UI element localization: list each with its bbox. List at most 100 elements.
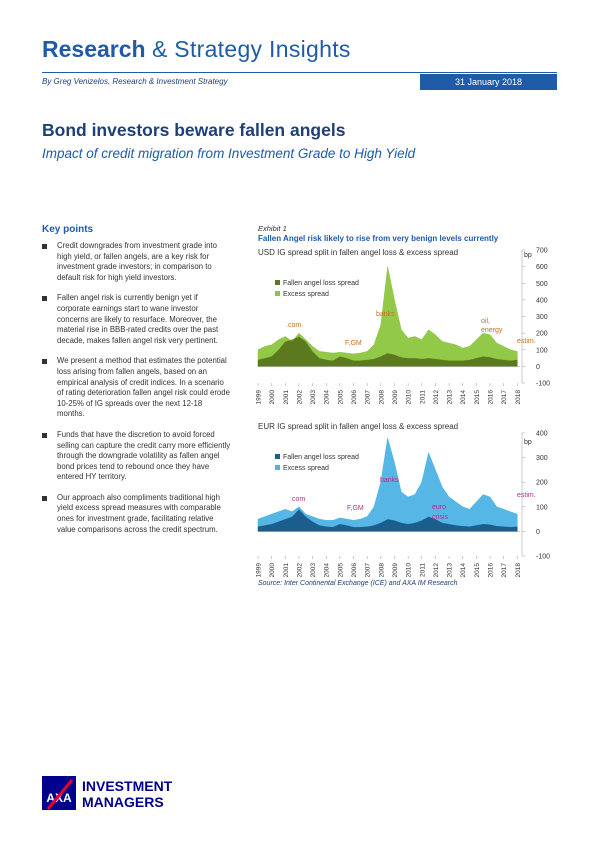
y-tick-label: 100 (536, 504, 548, 511)
key-point: Our approach also compliments traditiona… (42, 493, 232, 535)
y-tick-label: 500 (536, 281, 548, 288)
legend-swatch (275, 280, 280, 285)
x-tick-label: 2008 (378, 390, 385, 405)
y-tick-label: 0 (536, 529, 540, 536)
x-tick-label: 2003 (310, 390, 317, 405)
annotation: euro (432, 504, 446, 511)
legend-label: Excess spread (283, 465, 329, 472)
legend-swatch (275, 465, 280, 470)
subtitle: Impact of credit migration from Investme… (42, 146, 416, 161)
y-tick-label: 100 (536, 347, 548, 354)
x-tick-label: 2012 (433, 390, 440, 405)
y-tick-label: 200 (536, 480, 548, 487)
x-tick-label: 2001 (283, 563, 290, 578)
y-unit: bp (524, 439, 532, 446)
y-tick-label: 400 (536, 297, 548, 304)
y-tick-label: 0 (536, 364, 540, 371)
x-tick-label: 2014 (460, 390, 467, 405)
x-tick-label: 2012 (433, 563, 440, 578)
header-rule (42, 72, 557, 73)
x-tick-label: 2006 (351, 390, 358, 405)
x-tick-label: 2015 (474, 390, 481, 405)
x-tick-label: 2014 (460, 563, 467, 578)
x-tick-label: 2013 (447, 563, 454, 578)
annotation: crisis (432, 514, 448, 521)
x-tick-label: 2005 (337, 563, 344, 578)
y-tick-label: 200 (536, 331, 548, 338)
x-tick-label: 2008 (378, 563, 385, 578)
chart-title: EUR IG spread split in fallen angel loss… (258, 422, 458, 431)
logo-slash (46, 779, 74, 810)
exhibit-label: Exhibit 1 (258, 224, 287, 233)
x-tick-label: 1999 (256, 563, 263, 578)
y-unit: bp (524, 252, 532, 259)
annotation: banks (380, 477, 399, 484)
annotation: estim. (517, 492, 536, 499)
legend-swatch (275, 291, 280, 296)
x-tick-label: 2002 (296, 390, 303, 405)
x-tick-label: 2007 (365, 563, 372, 578)
y-tick-label: 700 (536, 248, 548, 255)
key-points-list: Credit downgrades from investment grade … (42, 241, 232, 535)
key-point: We present a method that estimates the p… (42, 356, 232, 420)
x-tick-label: 2000 (269, 563, 276, 578)
series-bold: Research (42, 36, 146, 62)
key-point: Fallen angel risk is currently benign ye… (42, 293, 232, 346)
x-tick-label: 2017 (501, 563, 508, 578)
annotation: .com (286, 322, 301, 329)
annotation: estim. (517, 338, 536, 345)
byline: By Greg Venizelos, Research & Investment… (42, 77, 228, 86)
x-tick-label: 2018 (515, 390, 522, 405)
x-tick-label: 2009 (392, 563, 399, 578)
legend-swatch (275, 454, 280, 459)
x-tick-label: 2001 (283, 390, 290, 405)
legend-label: Excess spread (283, 291, 329, 298)
x-tick-label: 2015 (474, 563, 481, 578)
x-tick-label: 2000 (269, 390, 276, 405)
exhibit-title: Fallen Angel risk likely to rise from ve… (258, 234, 499, 243)
x-tick-label: 2002 (296, 563, 303, 578)
y-tick-label: 600 (536, 264, 548, 271)
annotation: banks (376, 311, 395, 318)
chart-title: USD IG spread split in fallen angel loss… (258, 248, 458, 257)
title: Bond investors beware fallen angels (42, 120, 346, 140)
x-tick-label: 2018 (515, 563, 522, 578)
x-tick-label: 2006 (351, 563, 358, 578)
logo-line: INVESTMENT (82, 778, 173, 794)
logo-mark: AXA (46, 791, 72, 805)
x-tick-label: 2013 (447, 390, 454, 405)
x-tick-label: 2010 (406, 390, 413, 405)
x-tick-label: 2016 (487, 390, 494, 405)
x-tick-label: 2004 (324, 563, 331, 578)
y-tick-label: -100 (536, 381, 550, 388)
annotation: .com (290, 496, 305, 503)
annotation: oil, (481, 318, 490, 325)
x-tick-label: 2004 (324, 390, 331, 405)
y-tick-label: 300 (536, 455, 548, 462)
y-tick-label: 300 (536, 314, 548, 321)
key-points: Key points Credit downgrades from invest… (42, 224, 232, 545)
x-tick-label: 2007 (365, 390, 372, 405)
legend-label: Fallen angel loss spread (283, 280, 359, 287)
report-series: Research & Strategy Insights (42, 36, 351, 63)
x-tick-label: 2017 (501, 390, 508, 405)
annotation: F,GM (347, 505, 364, 512)
source: Source: Inter Continental Exchange (ICE)… (258, 580, 458, 587)
date: 31 January 2018 (420, 74, 557, 90)
annotation: energy (481, 327, 503, 334)
logo-line: MANAGERS (82, 794, 164, 810)
x-tick-label: 2009 (392, 390, 399, 405)
key-point: Credit downgrades from investment grade … (42, 241, 232, 283)
x-tick-label: 1999 (256, 390, 263, 405)
x-tick-label: 2016 (487, 563, 494, 578)
annotation: F,GM (345, 340, 362, 347)
key-points-heading: Key points (42, 224, 94, 235)
x-tick-label: 2010 (406, 563, 413, 578)
key-point: Funds that have the discretion to avoid … (42, 430, 232, 483)
chart: -100 0 100 200 300 400 bp 1999 2000 2001 2002 2003 2… (256, 422, 551, 578)
x-tick-label: 2003 (310, 563, 317, 578)
chart: -100 0 100 200 300 400 500 600 700 bp 1999 2000 2001… (256, 248, 551, 405)
y-tick-label: -100 (536, 554, 550, 561)
x-tick-label: 2011 (419, 563, 426, 577)
